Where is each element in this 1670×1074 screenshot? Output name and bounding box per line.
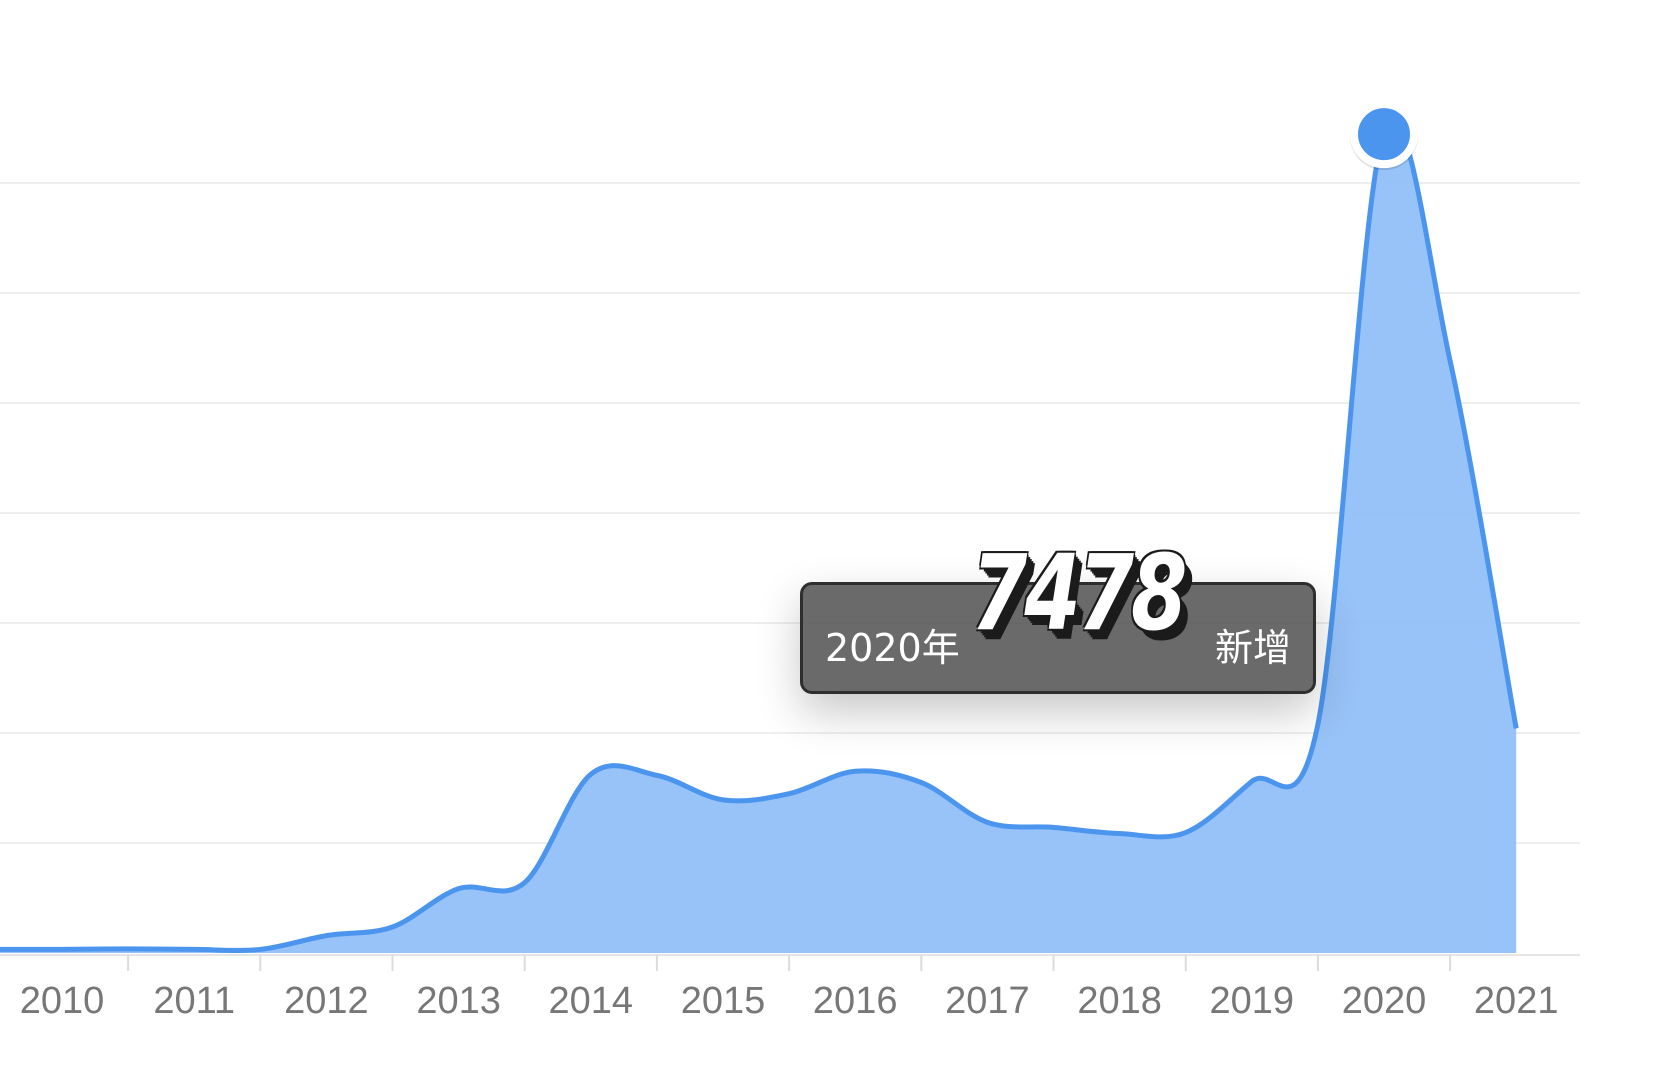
x-tick-label: 2019 xyxy=(1210,980,1295,1022)
x-tick-label: 2011 xyxy=(153,980,235,1022)
x-tick-label: 2012 xyxy=(284,980,369,1022)
x-tick-label: 2013 xyxy=(416,980,501,1022)
series-line xyxy=(0,118,1519,953)
x-axis-tick-labels: 2010 2011 2012 2013 2014 2015 2016 2017 2018 2019… xyxy=(20,980,1559,1022)
x-tick-label: 2010 xyxy=(20,980,105,1022)
area-fill xyxy=(0,120,1517,954)
x-tick-label: 2014 xyxy=(549,980,634,1022)
x-tick-label: 2017 xyxy=(945,980,1030,1022)
tooltip-year: 2020年 xyxy=(825,626,960,670)
tooltip-value: 7478 xyxy=(971,532,1187,654)
x-tick-label: 2021 xyxy=(1474,980,1559,1022)
x-axis-ticks xyxy=(127,955,1452,971)
x-tick-label: 2016 xyxy=(813,980,898,1022)
x-axis: 2010 2011 2012 2013 2014 2015 2016 2017 2018 2019… xyxy=(0,954,1580,1022)
x-tick-label: 2015 xyxy=(681,980,766,1022)
highlight-point[interactable] xyxy=(1350,100,1418,169)
tooltip: 2020年 7478 新增 xyxy=(800,541,1316,694)
x-tick-label: 2020 xyxy=(1342,980,1427,1022)
gridlines xyxy=(0,182,1580,844)
x-tick-label: 2018 xyxy=(1077,980,1162,1022)
tooltip-label: 新增 xyxy=(1214,626,1291,670)
highlight-marker[interactable] xyxy=(1350,100,1418,171)
area-series xyxy=(0,118,1519,954)
